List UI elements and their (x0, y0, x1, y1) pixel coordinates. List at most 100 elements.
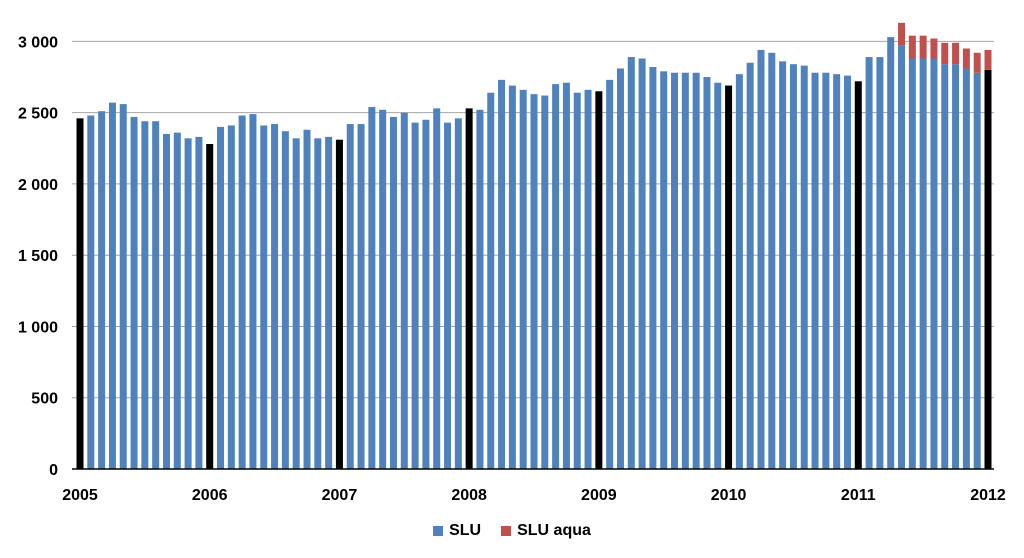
y-tick-label: 2 500 (18, 106, 58, 123)
legend: SLU SLU aqua (0, 522, 1024, 540)
x-tick-label: 2006 (192, 487, 228, 504)
bar-chart: 0 500 1 000 1 500 2 000 2 500 3 000 2005 2006 20… (18, 22, 1006, 504)
bar-slu (314, 138, 322, 470)
bar-slu (584, 89, 592, 469)
legend-swatch-slu (433, 526, 444, 536)
x-tick-label: 2007 (322, 487, 358, 504)
bar-slu (638, 58, 646, 469)
bar-slu-aqua (930, 38, 938, 59)
bar-slu (757, 49, 765, 469)
y-tick-label: 2 000 (18, 177, 58, 194)
bar-slu (692, 72, 700, 469)
bar-slu-aqua (908, 35, 916, 59)
bar-slu (973, 72, 981, 469)
bar-slu-aqua (962, 48, 970, 69)
bar-slu (649, 67, 657, 470)
bar-slu (530, 94, 538, 469)
bar-slu (184, 138, 192, 470)
bar-slu (195, 136, 203, 469)
bar-slu (833, 74, 841, 470)
bar-slu (292, 138, 300, 470)
bar-slu (162, 134, 170, 470)
x-tick-label: 2008 (451, 487, 487, 504)
y-tick-label: 0 (49, 462, 58, 479)
bar-slu (562, 82, 570, 469)
bar-slu (217, 126, 225, 470)
bar-slu (843, 75, 851, 469)
bar-slu (552, 84, 560, 470)
bar-slu (227, 125, 235, 469)
bar-slu (811, 72, 819, 469)
bar-slu-aqua (973, 52, 981, 73)
bar-slu (152, 121, 160, 469)
bar-slu (173, 132, 181, 469)
bar-slu (411, 122, 419, 469)
legend-swatch-slu-aqua (501, 526, 512, 536)
bar-slu (519, 89, 527, 469)
bar-slu (130, 116, 138, 469)
y-tick-label: 1 000 (18, 319, 58, 336)
bar-slu (606, 79, 614, 469)
bar-slu-january (465, 108, 473, 469)
bar-slu (822, 72, 830, 469)
y-axis-tick-labels: 0 500 1 000 1 500 2 000 2 500 3 000 (18, 34, 58, 479)
bar-slu (919, 58, 927, 469)
bar-slu (368, 106, 376, 469)
x-axis-tick-labels: 2005 2006 2007 2008 2009 2010 2011 2012 (62, 487, 1006, 504)
legend-label-slu: SLU (449, 522, 482, 539)
x-tick-label: 2011 (841, 487, 876, 504)
bars (76, 22, 992, 470)
bar-slu (573, 92, 581, 469)
bar-slu-january (854, 81, 862, 470)
bar-slu (271, 124, 279, 470)
x-tick-label: 2005 (62, 487, 98, 504)
bar-slu (141, 121, 149, 469)
bar-slu-aqua (898, 22, 906, 46)
bar-slu (108, 102, 116, 469)
bar-slu (508, 85, 516, 470)
bar-slu (357, 124, 365, 470)
bar-slu (908, 58, 916, 469)
bar-slu (87, 115, 95, 469)
bar-slu (703, 77, 711, 470)
bar-slu (962, 68, 970, 469)
bar-slu (941, 64, 949, 469)
bar-slu-january (335, 139, 343, 469)
bar-slu (627, 57, 635, 470)
bar-slu (281, 131, 289, 469)
bar-slu (779, 61, 787, 469)
bar-slu-january (984, 69, 992, 469)
bar-slu (303, 129, 311, 469)
bar-slu-aqua (941, 42, 949, 65)
legend-label-slu-aqua: SLU aqua (517, 522, 591, 539)
bar-slu (487, 92, 495, 469)
bar-slu (887, 37, 895, 469)
legend-item-slu: SLU (433, 522, 481, 540)
bar-slu (746, 62, 754, 470)
bar-slu (876, 57, 884, 470)
bar-slu-aqua (919, 35, 927, 59)
x-tick-label: 2010 (711, 487, 747, 504)
y-tick-label: 3 000 (18, 34, 58, 51)
bar-slu-january (725, 85, 733, 470)
bar-slu (98, 111, 106, 469)
bar-slu (952, 64, 960, 469)
bar-slu (379, 109, 387, 470)
bar-slu-january (595, 91, 603, 470)
y-tick-label: 1 500 (18, 248, 58, 265)
bar-slu (800, 65, 808, 469)
bar-slu (400, 112, 408, 470)
bar-slu (119, 104, 127, 469)
x-tick-label: 2012 (970, 487, 1006, 504)
bar-slu (325, 136, 333, 469)
bar-slu (541, 95, 549, 470)
bar-slu (260, 125, 268, 469)
bar-slu (444, 122, 452, 469)
bar-slu (671, 72, 679, 469)
bar-slu (714, 82, 722, 469)
legend-item-slu-aqua: SLU aqua (501, 522, 591, 540)
bar-slu-aqua (984, 49, 992, 70)
bar-slu-january (206, 144, 214, 469)
bar-slu (249, 114, 257, 470)
y-tick-label: 500 (31, 391, 58, 408)
